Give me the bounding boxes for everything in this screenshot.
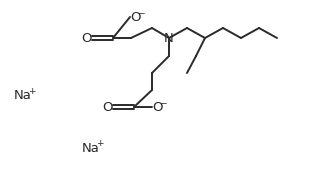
Text: O: O <box>102 100 113 114</box>
Text: −: − <box>159 98 167 107</box>
Text: +: + <box>96 140 103 148</box>
Text: Na: Na <box>14 89 32 102</box>
Text: N: N <box>164 31 174 44</box>
Text: −: − <box>137 8 144 17</box>
Text: O: O <box>130 10 141 24</box>
Text: +: + <box>28 87 36 96</box>
Text: Na: Na <box>82 141 100 154</box>
Text: O: O <box>152 100 162 114</box>
Text: O: O <box>82 31 92 44</box>
